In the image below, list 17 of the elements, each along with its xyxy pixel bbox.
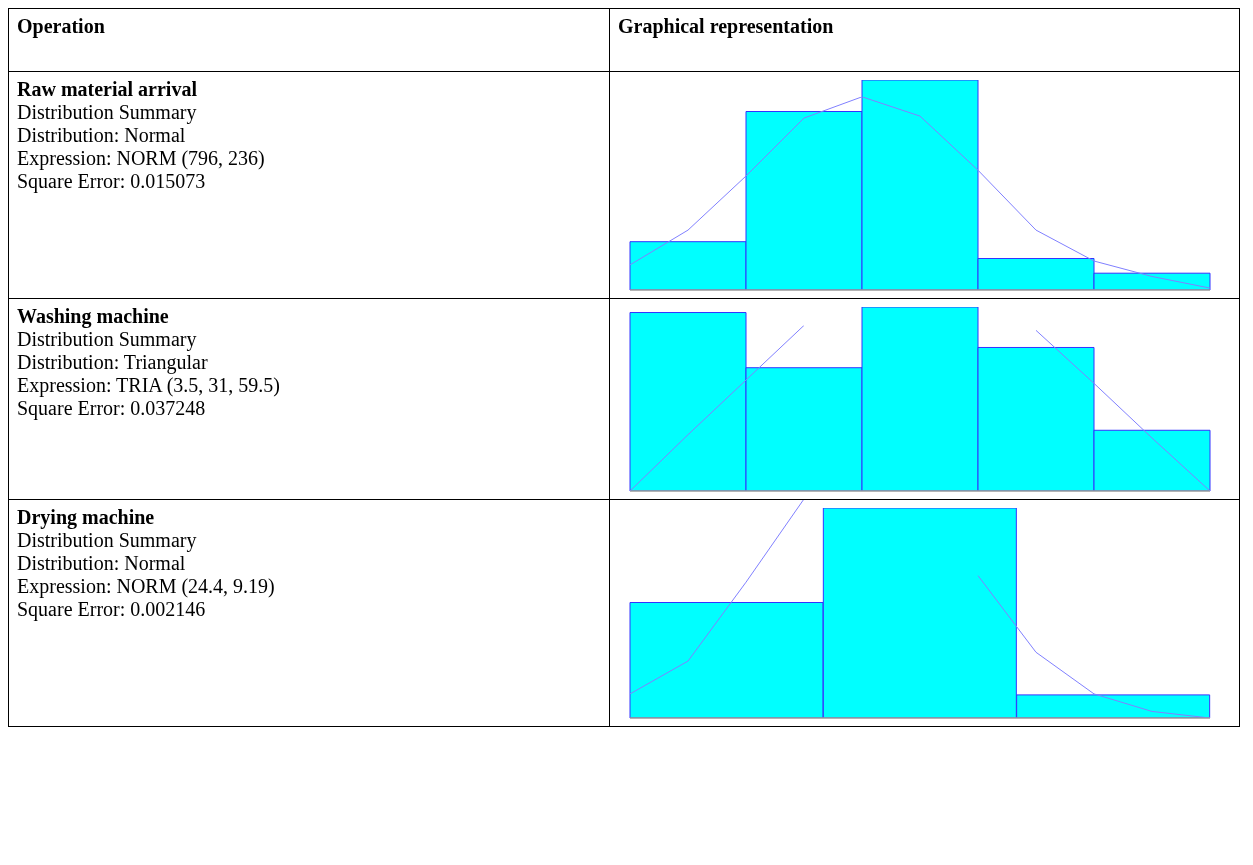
text: Expression: NORM (796, 236) [17,147,266,170]
text: Washing machine [17,305,170,328]
text: Distribution: Triangular [17,351,209,374]
text: Expression: NORM (24.4, 9.19) [17,575,276,598]
text: Distribution: Normal [17,552,187,575]
text: Square Error: 0.037248 [17,397,207,420]
text: Operation [17,15,106,38]
text: Square Error: 0.002146 [17,598,207,621]
text: Distribution Summary [17,101,198,124]
text: Distribution: Normal [17,124,187,147]
text: Distribution Summary [17,328,198,351]
text: Distribution Summary [17,529,198,552]
text: Expression: TRIA (3.5, 31, 59.5) [17,374,281,397]
text: Square Error: 0.015073 [17,170,207,193]
text: Graphical representation [618,15,835,38]
text: Drying machine [17,506,156,529]
text: Raw material arrival [17,78,198,101]
